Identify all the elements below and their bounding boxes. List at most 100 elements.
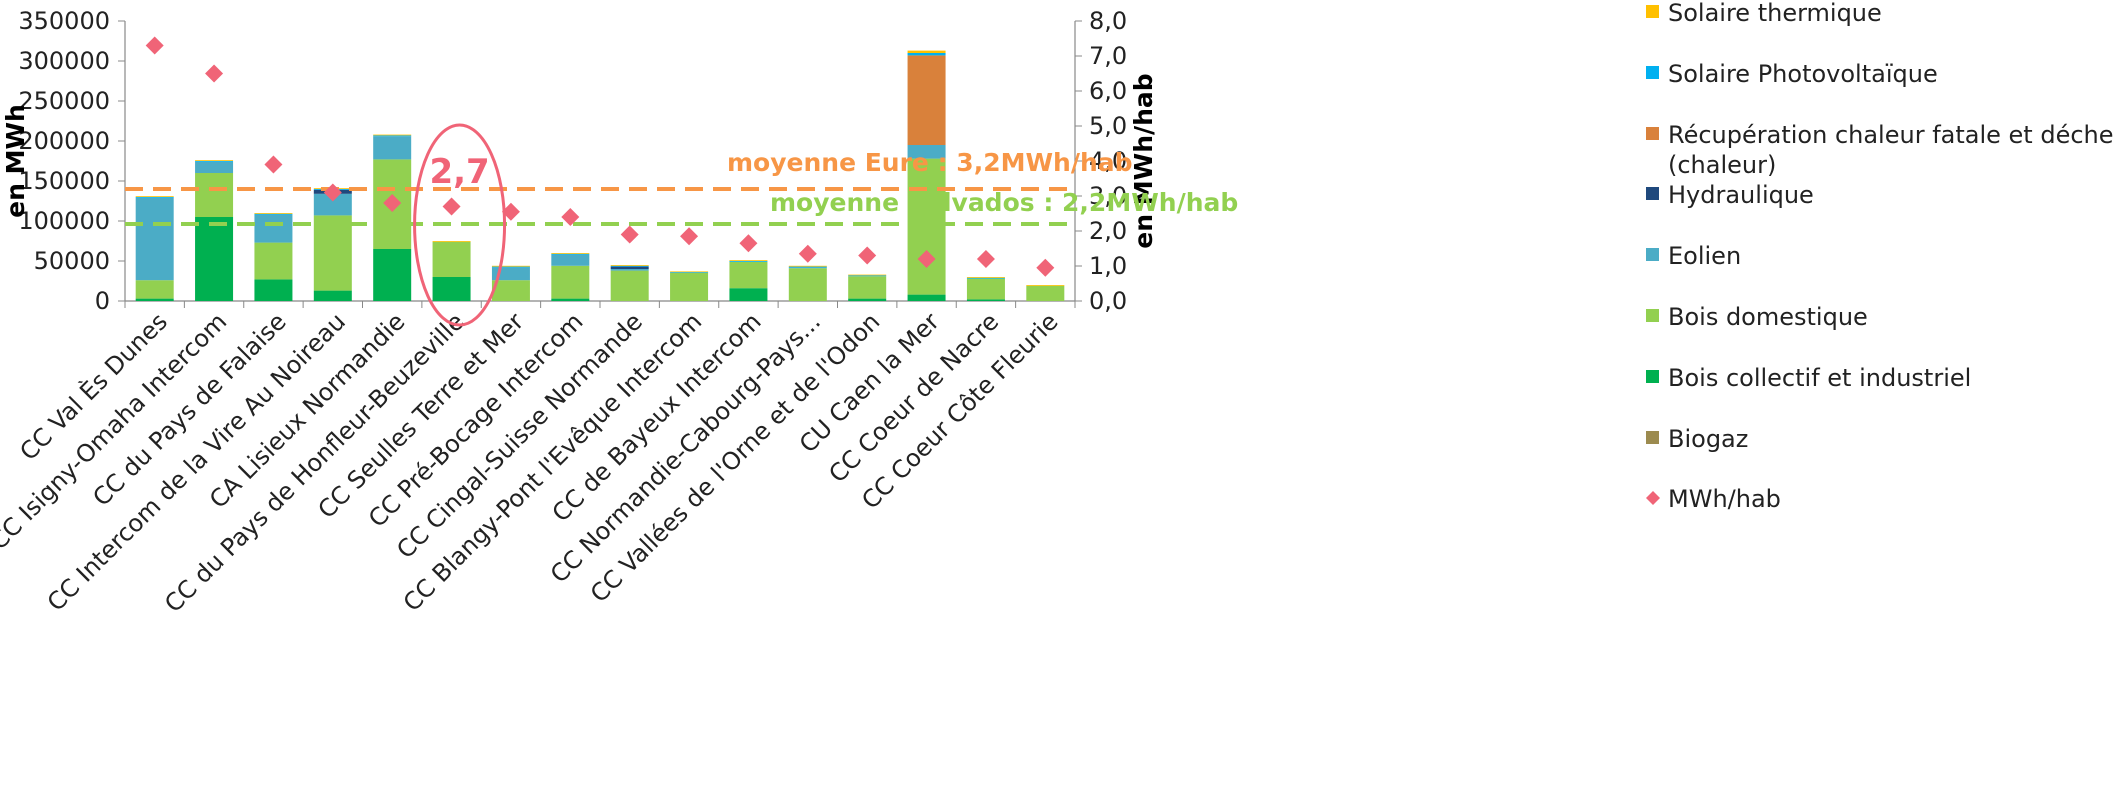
legend-swatch [1646, 66, 1659, 79]
bar-segment-bois-collectif-et-industriel [135, 298, 174, 301]
legend-label: Solaire thermique [1668, 0, 1882, 27]
mwh-hab-point [1036, 258, 1055, 277]
bar-segment-eolien [135, 197, 174, 281]
y2-tick-label: 6,0 [1089, 77, 1127, 105]
bar-segment-hydraulique [610, 266, 649, 269]
mwh-hab-point [561, 208, 580, 226]
bar-segment-bois-collectif-et-industriel [254, 279, 293, 301]
mwh-hab-point [976, 250, 995, 268]
bar-segment-bois-domestique [432, 241, 471, 277]
reference-label-calvados: moyenne Calvados : 2,2MWh/hab [770, 188, 1238, 217]
bar-segment-bois-domestique [610, 270, 649, 301]
mwh-hab-points [145, 36, 1055, 277]
bar-segment-solaire-photovoltaique [254, 213, 293, 215]
bar-segment-solaire-thermique [195, 160, 234, 161]
y2-tick-label: 1,0 [1089, 252, 1127, 280]
legend-item-eolien: Eolien [1646, 242, 1741, 270]
mwh-hab-point [798, 244, 817, 263]
bar-segment-bois-collectif-et-industriel [373, 249, 412, 301]
bar-segment-solaire-photovoltaique [729, 261, 768, 262]
y2-tick-label: 5,0 [1089, 112, 1127, 140]
legend-item-solaire-thermique: Solaire thermique [1646, 0, 1882, 27]
bar-segment-bois-domestique [907, 158, 946, 295]
bar-segment-bois-domestique [551, 265, 590, 299]
bar-segment-eolien [195, 161, 234, 173]
axes: 350000 300000 250000 200000 150000 100000 5000… [1, 7, 1158, 315]
bar-segment-bois-domestique [670, 273, 709, 301]
bar-segment-solaire-thermique [729, 260, 768, 261]
mwh-hab-point [917, 250, 936, 268]
bar-segment-eolien [373, 136, 412, 160]
mwh-hab-point [264, 155, 283, 174]
bar-segment-bois-collectif-et-industriel [729, 288, 768, 301]
bar-segment-solaire-thermique [491, 265, 530, 267]
bar-segment-eolien [551, 254, 590, 266]
legend-label: Bois collectif et industriel [1668, 364, 1971, 392]
mwh-hab-point [323, 183, 342, 202]
y2-tick-label: 7,0 [1089, 42, 1127, 70]
bar-segment-bois-domestique [313, 215, 352, 291]
bar-segment-bois-collectif-et-industriel [313, 290, 352, 301]
legend-item-solaire-photovoltaique: Solaire Photovoltaïque [1646, 60, 1938, 88]
legend-swatch [1646, 5, 1659, 18]
mwh-hab-point [501, 202, 520, 221]
legend-label: Biogaz [1668, 425, 1748, 453]
legend-label: Hydraulique [1668, 181, 1814, 209]
bar-segment-bois-domestique [966, 278, 1005, 300]
y-tick-label: 150000 [18, 167, 110, 195]
y-tick-label: 200000 [18, 127, 110, 155]
bar-segment-eolien [254, 214, 293, 243]
y-tick-label: 0 [95, 287, 110, 315]
bar-segment-solaire-photovoltaique [966, 277, 1005, 279]
legend-item-biogaz: Biogaz [1646, 425, 1748, 453]
y-tick-label: 350000 [18, 7, 110, 35]
bar-segment-bois-domestique [195, 173, 234, 217]
bar-segment-solaire-photovoltaique [135, 197, 174, 198]
mwh-hab-point [383, 194, 402, 212]
bar-segment-solaire-thermique [966, 277, 1005, 278]
bar-segment-solaire-photovoltaique [670, 272, 709, 273]
legend-swatch [1646, 187, 1659, 200]
legend-item-recuperation-chaleur-fatale-et-dechets-chaleur: Récupération chaleur fatale et déchets(c… [1646, 121, 2114, 179]
y2-tick-label: 3,0 [1089, 182, 1127, 210]
y-tick-label: 250000 [18, 87, 110, 115]
bar-segment-eolien [788, 267, 827, 269]
bar-segment-bois-collectif-et-industriel [966, 299, 1005, 301]
legend-label: Récupération chaleur fatale et déchets [1668, 121, 2114, 149]
bar-segment-recuperation-chaleur-fatale-et-dechets-chaleur [907, 55, 946, 145]
mwh-hab-point [739, 234, 758, 253]
mwh-hab-point [205, 64, 224, 83]
y2-tick-label: 0,0 [1089, 287, 1127, 315]
bar-segment-bois-domestique [1026, 285, 1065, 301]
mwh-hab-point [680, 227, 699, 246]
bar-segment-solaire-photovoltaique [195, 161, 234, 162]
legend-marker [1646, 491, 1660, 505]
bar-segment-solaire-thermique [848, 274, 887, 276]
y-tick-label: 300000 [18, 47, 110, 75]
bar-segment-solaire-photovoltaique [788, 266, 827, 268]
bar-segment-bois-collectif-et-industriel [848, 298, 887, 301]
legend-swatch [1646, 309, 1659, 322]
stacked-bars [135, 50, 1065, 301]
legend-item-bois-collectif-et-industriel: Bois collectif et industriel [1646, 364, 1971, 392]
bar-segment-solaire-thermique [254, 213, 293, 214]
mwh-hab-point [858, 246, 877, 265]
mwh-hab-point [145, 36, 164, 55]
bar-segment-solaire-thermique [373, 134, 412, 136]
y2-tick-label: 2,0 [1089, 217, 1127, 245]
bar-segment-bois-collectif-et-industriel [551, 298, 590, 301]
y-tick-label: 100000 [18, 207, 110, 235]
bar-segment-bois-domestique [788, 268, 827, 301]
legend-swatch [1646, 127, 1659, 140]
y2-tick-label: 8,0 [1089, 7, 1127, 35]
legend-label: (chaleur) [1668, 151, 1776, 179]
legend-item-bois-domestique: Bois domestique [1646, 303, 1868, 331]
bar-segment-bois-domestique [729, 261, 768, 289]
y2-tick-label: 4,0 [1089, 147, 1127, 175]
bar-segment-eolien [313, 193, 352, 216]
legend-swatch [1646, 370, 1659, 383]
legend-label: MWh/hab [1668, 485, 1781, 513]
bar-segment-bois-domestique [848, 276, 887, 299]
